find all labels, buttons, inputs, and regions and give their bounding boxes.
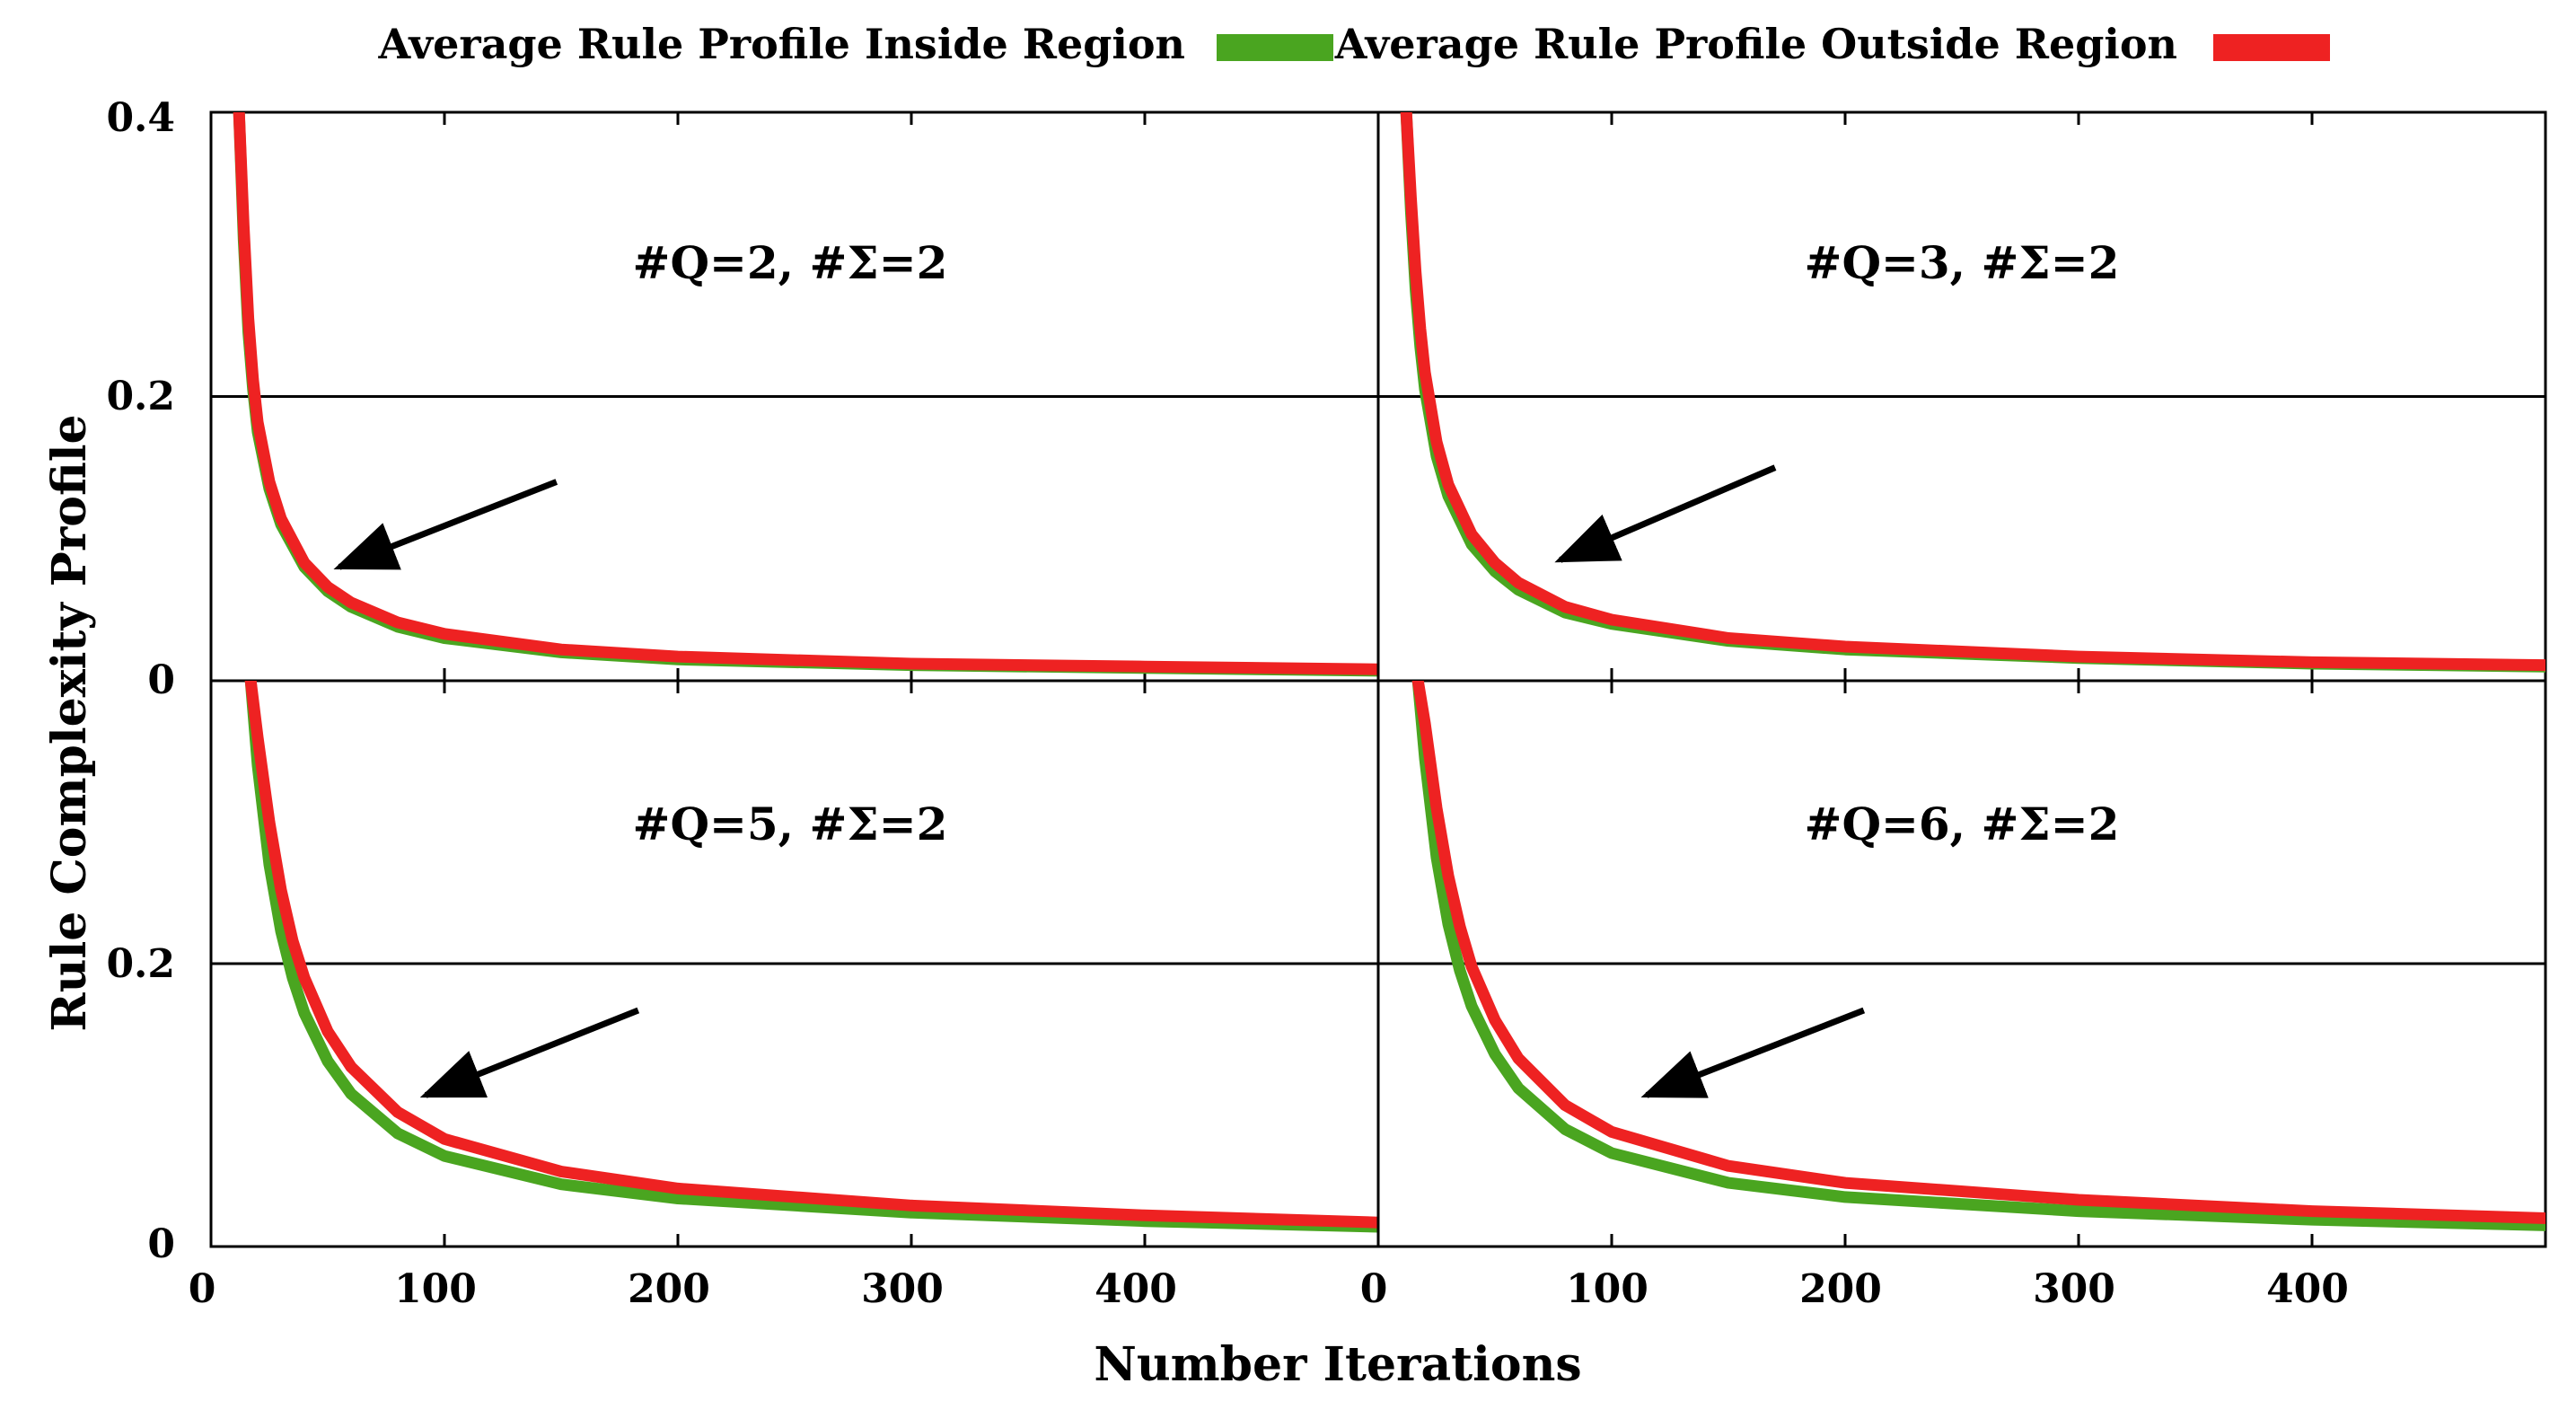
x-tick-label: 200: [1799, 1266, 1882, 1312]
y-tick-label: 0.2: [106, 374, 175, 419]
series-line-outside: [233, 112, 1378, 675]
y-axis-title: Rule Complexity Profile: [42, 414, 97, 1031]
x-tick-label: 400: [2266, 1266, 2349, 1312]
x-tick-label: 100: [1566, 1266, 1648, 1312]
panel-title: #Q=2, #Σ=2: [633, 236, 948, 289]
legend: Average Rule Profile Inside Region Avera…: [378, 20, 2330, 68]
series-line-inside: [1411, 681, 2545, 1231]
legend-label-outside: Average Rule Profile Outside Region: [1334, 20, 2177, 68]
series-line-outside: [1400, 112, 2545, 672]
panel: [209, 110, 1380, 683]
panel: [1376, 110, 2547, 683]
series-line-outside: [1411, 681, 2545, 1224]
panels: [209, 110, 2547, 1248]
y-tick-labels: 0.4 0.2 0 0.2 0: [106, 95, 175, 1267]
legend-label-inside: Average Rule Profile Inside Region: [378, 20, 1185, 68]
y-tick-label: 0: [147, 657, 175, 703]
panel-title: #Q=3, #Σ=2: [1805, 236, 2120, 289]
x-axis-title: Number Iterations: [1094, 1337, 1581, 1392]
annotation-arrow: [419, 1007, 640, 1098]
y-tick-label: 0.2: [106, 941, 175, 987]
x-tick-label: 300: [2033, 1266, 2115, 1312]
legend-swatch-outside: [2213, 34, 2330, 61]
series-line-inside: [233, 112, 1378, 677]
x-tick-label: 400: [1095, 1266, 1177, 1312]
series-line-outside: [244, 681, 1378, 1229]
x-tick-label: 0: [1360, 1266, 1388, 1312]
legend-swatch-inside: [1217, 34, 1333, 61]
x-tick-label: 100: [394, 1266, 477, 1312]
annotation-arrow: [1640, 1007, 1866, 1098]
panel-title: #Q=5, #Σ=2: [633, 797, 948, 850]
panel-title: #Q=6, #Σ=2: [1805, 797, 2120, 850]
x-tick-label: 200: [628, 1266, 710, 1312]
x-tick-labels: 0 100 200 300 400 0 100 200 300 400: [189, 1266, 2349, 1312]
series-line-inside: [244, 681, 1378, 1233]
panel: [1376, 679, 2547, 1248]
annotation-arrow: [1554, 464, 1777, 563]
x-tick-label: 300: [861, 1266, 944, 1312]
y-tick-label: 0: [147, 1221, 175, 1267]
y-tick-label: 0.4: [106, 95, 175, 141]
series-line-inside: [1400, 112, 2545, 673]
x-tick-label: 0: [189, 1266, 216, 1312]
panel: [209, 679, 1380, 1248]
annotation-arrow: [333, 479, 558, 570]
